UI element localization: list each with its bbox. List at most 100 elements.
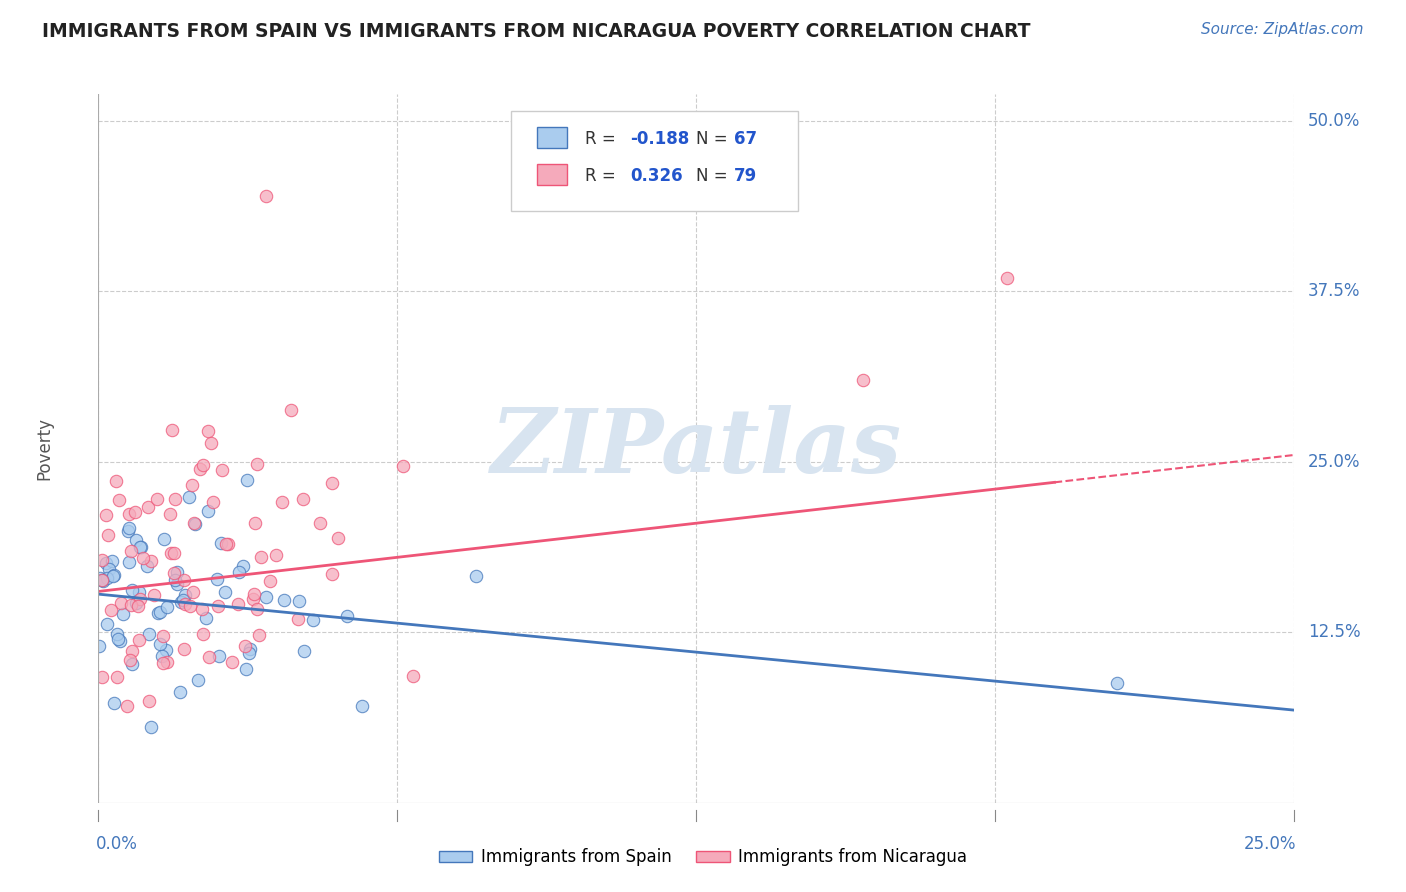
Point	[180, 478, 202, 492]
Point	[242, 587, 264, 601]
Point	[142, 588, 165, 602]
Text: 12.5%: 12.5%	[1308, 624, 1361, 641]
Point	[177, 490, 200, 504]
Point	[138, 500, 160, 514]
Point	[173, 588, 195, 602]
Point	[96, 617, 118, 632]
Point	[266, 548, 288, 562]
Point	[217, 537, 239, 551]
Point	[96, 556, 118, 570]
Point	[141, 554, 163, 568]
Point	[173, 573, 195, 587]
Point	[152, 629, 174, 643]
Point	[247, 628, 270, 642]
Point	[187, 673, 209, 687]
Text: N =: N =	[696, 167, 733, 185]
Point	[101, 569, 124, 583]
Point	[238, 646, 260, 660]
Point	[292, 644, 315, 658]
Point	[90, 574, 112, 588]
Point	[254, 189, 277, 203]
Point	[197, 504, 219, 518]
Point	[287, 612, 309, 626]
Point	[100, 603, 122, 617]
Point	[169, 685, 191, 699]
Point	[152, 656, 174, 670]
Point	[336, 608, 359, 623]
Point	[174, 597, 197, 611]
Point	[132, 551, 155, 566]
Point	[246, 602, 269, 616]
Point	[302, 613, 325, 627]
Point	[309, 516, 332, 530]
Point	[110, 633, 132, 648]
Point	[188, 462, 211, 476]
Text: 25.0%: 25.0%	[1243, 835, 1296, 853]
Point	[183, 516, 205, 531]
Point	[150, 648, 173, 663]
Point	[97, 528, 120, 542]
Point	[118, 507, 141, 521]
Point	[160, 546, 183, 560]
Point	[288, 594, 311, 608]
Point	[259, 574, 281, 588]
Point	[107, 632, 129, 646]
Point	[107, 627, 129, 641]
Point	[91, 670, 114, 684]
Point	[138, 694, 160, 708]
Point	[131, 541, 153, 555]
Point	[110, 596, 132, 610]
Point	[245, 516, 267, 531]
Text: R =: R =	[585, 130, 621, 148]
Point	[108, 492, 131, 507]
Point	[129, 591, 152, 606]
Point	[207, 599, 229, 613]
Point	[181, 585, 204, 599]
Point	[465, 568, 488, 582]
Point	[166, 577, 188, 591]
Point	[165, 573, 187, 587]
Point	[209, 536, 232, 550]
Text: ZIPatlas: ZIPatlas	[491, 405, 901, 491]
Point	[124, 505, 146, 519]
Point	[273, 593, 295, 607]
Point	[112, 607, 135, 621]
Point	[233, 639, 256, 653]
Point	[328, 531, 350, 545]
Point	[198, 649, 221, 664]
Point	[231, 558, 253, 573]
Point	[89, 571, 111, 585]
Point	[160, 423, 183, 437]
Point	[249, 550, 271, 565]
Point	[129, 540, 152, 554]
Point	[228, 565, 250, 579]
Text: -0.188: -0.188	[630, 130, 689, 148]
Point	[321, 475, 343, 490]
Point	[195, 611, 218, 625]
Point	[149, 637, 172, 651]
Point	[128, 633, 150, 648]
Point	[118, 555, 141, 569]
Text: IMMIGRANTS FROM SPAIN VS IMMIGRANTS FROM NICARAGUA POVERTY CORRELATION CHART: IMMIGRANTS FROM SPAIN VS IMMIGRANTS FROM…	[42, 22, 1031, 41]
Point	[254, 590, 277, 604]
Point	[165, 491, 187, 506]
Point	[149, 605, 172, 619]
Point	[97, 561, 120, 575]
Text: 0.326: 0.326	[630, 167, 683, 185]
Point	[215, 537, 238, 551]
Point	[239, 642, 262, 657]
Point	[121, 583, 143, 598]
Point	[280, 403, 302, 417]
Text: R =: R =	[585, 167, 626, 185]
Point	[352, 698, 374, 713]
Point	[105, 669, 128, 683]
Point	[159, 507, 181, 521]
Point	[995, 270, 1018, 285]
Point	[139, 720, 162, 734]
Point	[242, 591, 264, 606]
Point	[156, 655, 179, 669]
Text: Source: ZipAtlas.com: Source: ZipAtlas.com	[1201, 22, 1364, 37]
Point	[120, 598, 142, 612]
Point	[117, 521, 139, 535]
Text: 37.5%: 37.5%	[1308, 283, 1361, 301]
